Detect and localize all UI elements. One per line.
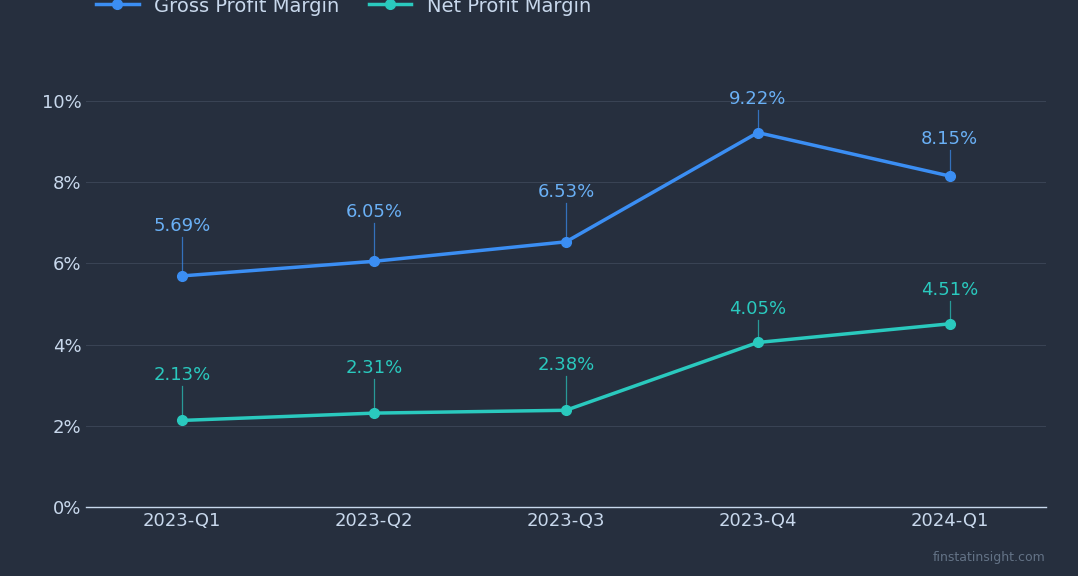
Text: 6.05%: 6.05% — [346, 203, 402, 221]
Text: 2.38%: 2.38% — [537, 356, 595, 374]
Text: 2.13%: 2.13% — [153, 366, 211, 384]
Text: 9.22%: 9.22% — [729, 90, 787, 108]
Text: 4.51%: 4.51% — [921, 282, 979, 300]
Text: 5.69%: 5.69% — [153, 217, 211, 236]
Text: 2.31%: 2.31% — [345, 359, 403, 377]
Text: 8.15%: 8.15% — [922, 130, 978, 147]
Legend: Gross Profit Margin, Net Profit Margin: Gross Profit Margin, Net Profit Margin — [96, 0, 592, 16]
Text: 4.05%: 4.05% — [730, 300, 786, 318]
Text: finstatinsight.com: finstatinsight.com — [932, 551, 1046, 564]
Text: 6.53%: 6.53% — [537, 183, 595, 201]
